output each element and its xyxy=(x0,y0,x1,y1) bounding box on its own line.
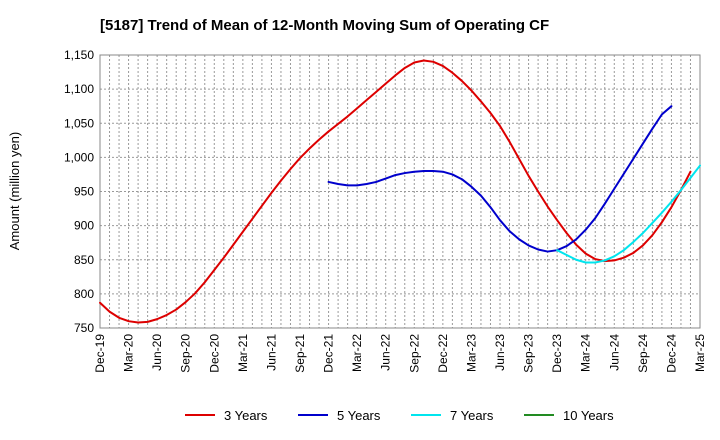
y-tick-label: 1,000 xyxy=(64,150,94,164)
y-tick-label: 900 xyxy=(74,219,94,233)
grid xyxy=(99,54,701,329)
series-line-7-years xyxy=(556,164,701,264)
x-tick-label: Dec-19 xyxy=(93,334,107,373)
series-line-5-years xyxy=(327,105,673,253)
legend-label: 3 Years xyxy=(224,408,268,423)
x-tick-label: Jun-24 xyxy=(607,334,621,371)
x-axis-ticks: Dec-19 Mar-20 Jun-20 Sep-20 Dec-20 Mar-21 Jun-… xyxy=(93,334,707,373)
x-tick-label: Dec-24 xyxy=(664,334,678,373)
y-axis-ticks: 750 800 850 900 950 1,000 1,050 1,100 1,150 xyxy=(64,48,94,335)
x-tick-label: Sep-24 xyxy=(636,334,650,373)
legend: 3 Years 5 Years 7 Years 10 Years xyxy=(185,408,614,423)
y-tick-label: 800 xyxy=(74,287,94,301)
x-tick-label: Jun-22 xyxy=(379,334,393,371)
legend-label: 7 Years xyxy=(450,408,494,423)
x-tick-label: Sep-20 xyxy=(179,334,193,373)
x-tick-label: Mar-21 xyxy=(236,334,250,372)
x-tick-label: Jun-23 xyxy=(493,334,507,371)
x-tick-label: Mar-24 xyxy=(579,334,593,372)
x-tick-label: Sep-21 xyxy=(293,334,307,373)
x-tick-label: Mar-20 xyxy=(122,334,136,372)
series-line-3-years xyxy=(99,59,692,324)
y-tick-label: 1,050 xyxy=(64,116,94,130)
y-axis-label: Amount (million yen) xyxy=(7,132,22,251)
series-lines xyxy=(99,59,701,324)
legend-label: 5 Years xyxy=(337,408,381,423)
x-tick-label: Jun-21 xyxy=(264,334,278,371)
x-tick-label: Dec-20 xyxy=(207,334,221,373)
y-tick-label: 950 xyxy=(74,185,94,199)
y-tick-label: 850 xyxy=(74,253,94,267)
x-tick-label: Mar-22 xyxy=(350,334,364,372)
x-tick-label: Sep-22 xyxy=(407,334,421,373)
y-tick-label: 750 xyxy=(74,321,94,335)
x-tick-label: Mar-25 xyxy=(693,334,707,372)
y-tick-label: 1,150 xyxy=(64,48,94,62)
x-tick-label: Jun-20 xyxy=(150,334,164,371)
chart-title: [5187] Trend of Mean of 12-Month Moving … xyxy=(100,17,549,34)
x-tick-label: Mar-23 xyxy=(464,334,478,372)
x-tick-label: Dec-21 xyxy=(322,334,336,373)
plot-border xyxy=(99,54,701,329)
y-tick-label: 1,100 xyxy=(64,82,94,96)
x-tick-label: Dec-22 xyxy=(436,334,450,373)
legend-label: 10 Years xyxy=(563,408,614,423)
x-tick-label: Sep-23 xyxy=(522,334,536,373)
x-tick-label: Dec-23 xyxy=(550,334,564,373)
